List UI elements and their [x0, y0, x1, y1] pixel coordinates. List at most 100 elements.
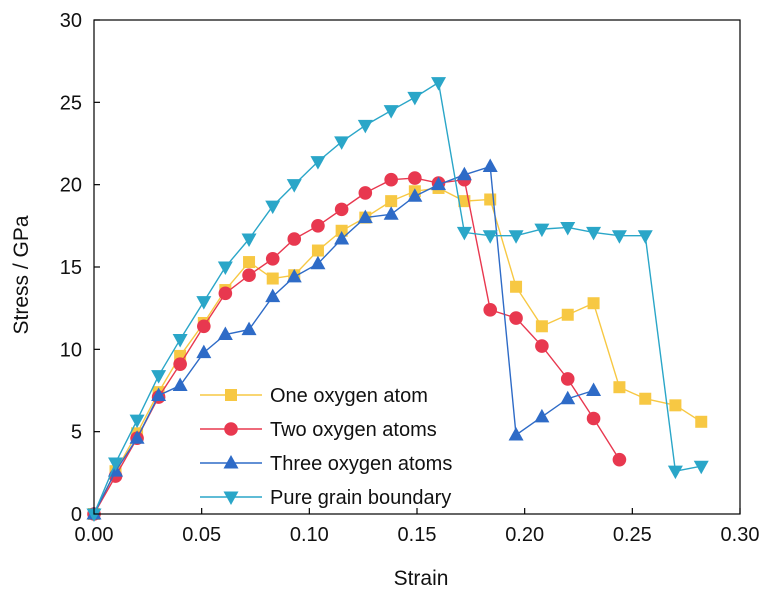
data-point — [334, 231, 350, 245]
y-tick-label: 20 — [60, 175, 82, 197]
legend-marker — [223, 455, 239, 469]
series-layer — [86, 77, 709, 522]
data-point — [357, 119, 373, 134]
y-axis-title: Stress / GPa — [10, 215, 33, 334]
data-point — [385, 195, 398, 208]
legend-entry: Pure grain boundary — [200, 487, 451, 509]
data-point — [334, 136, 350, 150]
legend-label: Three oxygen atoms — [270, 453, 452, 475]
data-point — [483, 303, 498, 317]
series-line — [93, 81, 702, 515]
data-point — [286, 179, 302, 193]
x-tick-label: 0.05 — [182, 524, 221, 546]
x-tick-label: 0.20 — [505, 524, 544, 546]
data-point — [241, 233, 257, 248]
data-point — [383, 206, 399, 220]
x-tick-label: 0.30 — [721, 524, 760, 546]
data-point — [311, 219, 325, 233]
data-point — [265, 251, 280, 266]
data-point — [407, 91, 423, 106]
data-point — [509, 311, 523, 325]
data-point — [508, 230, 524, 244]
legend: One oxygen atom Two oxygen atoms Three oxy… — [200, 385, 452, 509]
data-point — [560, 390, 576, 405]
data-point — [358, 186, 373, 200]
data-point — [586, 411, 601, 426]
data-point — [172, 333, 188, 348]
data-point — [196, 344, 212, 359]
x-tick-label: 0.25 — [613, 524, 652, 546]
y-tick-label: 30 — [60, 10, 82, 32]
data-point — [407, 188, 423, 202]
y-tick-label: 5 — [71, 422, 82, 444]
data-point — [508, 426, 524, 441]
data-point — [612, 452, 627, 467]
data-point — [265, 200, 281, 215]
data-point — [151, 370, 167, 384]
data-point — [265, 288, 281, 303]
y-tick-label: 0 — [71, 504, 82, 526]
data-point — [669, 399, 682, 412]
data-point — [510, 280, 523, 293]
x-tick-label: 0.10 — [290, 524, 329, 546]
data-point — [310, 255, 326, 270]
data-point — [408, 171, 422, 185]
data-point — [129, 430, 145, 444]
data-point — [86, 508, 102, 522]
data-point — [431, 176, 447, 191]
data-point — [667, 465, 683, 480]
legend-marker — [224, 422, 238, 436]
legend-entry: One oxygen atom — [200, 385, 428, 407]
data-point — [286, 268, 302, 283]
legend-entry: Two oxygen atoms — [200, 419, 437, 441]
legend-label: Two oxygen atoms — [270, 419, 437, 441]
data-point — [587, 297, 600, 310]
data-point — [693, 460, 709, 475]
data-point — [241, 321, 257, 336]
x-tick-label: 0.15 — [398, 524, 437, 546]
data-point — [357, 209, 373, 224]
data-point — [534, 408, 550, 423]
data-point — [287, 232, 302, 246]
data-point — [129, 414, 145, 429]
data-point — [335, 224, 348, 237]
y-tick-label: 10 — [60, 339, 82, 361]
data-point — [431, 77, 447, 91]
data-point — [242, 268, 256, 283]
data-point — [217, 261, 233, 275]
data-point — [586, 382, 602, 396]
x-axis-title: Strain — [394, 567, 449, 590]
data-point — [383, 105, 399, 119]
data-point — [266, 272, 279, 285]
data-point — [535, 339, 549, 353]
data-point — [173, 357, 187, 371]
data-point — [535, 320, 548, 333]
data-point — [560, 372, 575, 386]
legend-marker — [223, 491, 239, 505]
data-point — [456, 166, 472, 181]
data-point — [217, 326, 233, 341]
series-line — [93, 165, 594, 515]
data-point — [482, 230, 498, 244]
data-point — [695, 415, 708, 428]
data-point — [456, 226, 472, 241]
data-point — [560, 221, 576, 236]
y-tick-label: 25 — [60, 92, 82, 114]
data-point — [108, 457, 124, 471]
data-point — [196, 296, 212, 310]
data-point — [611, 230, 627, 244]
data-point — [218, 286, 233, 301]
y-tick-label: 15 — [60, 257, 82, 279]
data-point — [613, 381, 626, 394]
data-point — [172, 377, 188, 392]
data-point — [637, 230, 653, 244]
tick-layer: 0.00 0.05 0.10 0.15 0.20 0.25 0.30 0 5 10 15 20 25 30 — [60, 10, 760, 546]
data-point — [561, 308, 574, 321]
series-3 — [86, 77, 709, 522]
data-point — [586, 226, 602, 241]
data-point — [482, 158, 498, 173]
data-point — [639, 392, 652, 405]
data-point — [384, 172, 398, 187]
x-tick-label: 0.00 — [75, 524, 114, 546]
